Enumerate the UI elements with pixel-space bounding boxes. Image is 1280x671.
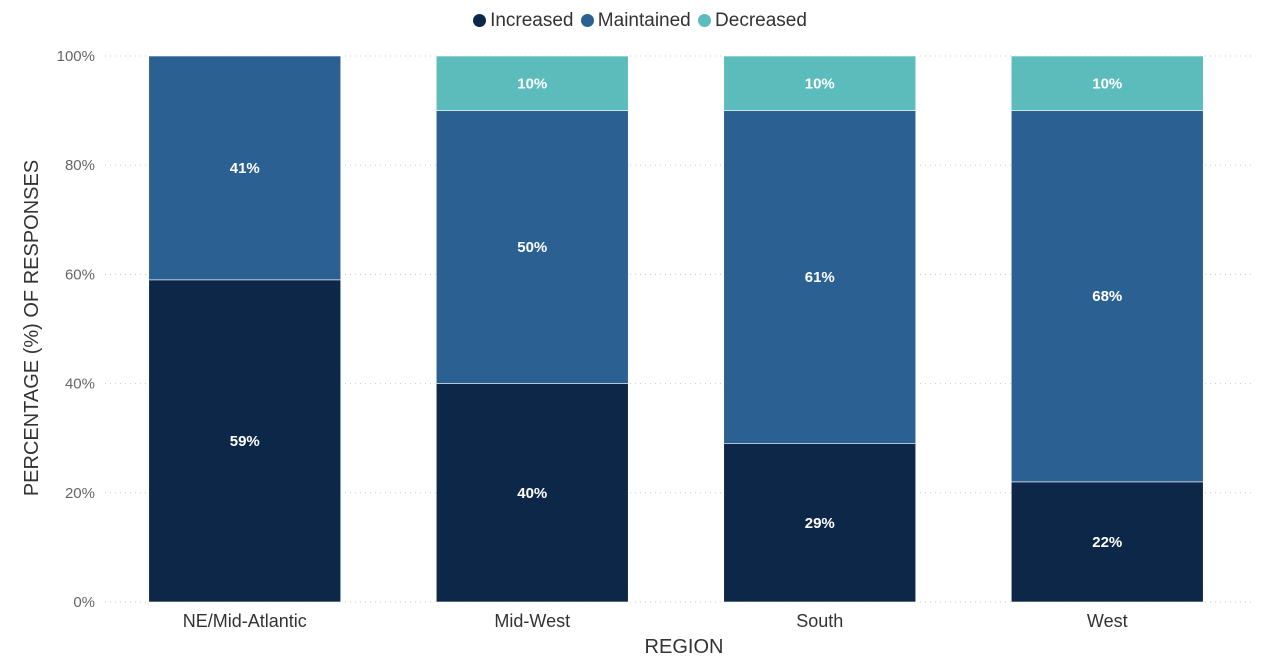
legend-dot-icon — [473, 14, 487, 27]
y-tick-label: 80% — [65, 157, 95, 174]
legend-item-maintained[interactable]: Maintained — [580, 10, 691, 32]
legend: Increased Maintained Decreased — [0, 10, 1280, 32]
y-tick-label: 100% — [57, 48, 95, 65]
x-axis-categories: NE/Mid-Atlantic Mid-West South West — [183, 611, 1128, 631]
bar-segment-decreased[interactable] — [1010, 55, 1204, 111]
legend-item-decreased[interactable]: Decreased — [698, 10, 807, 32]
data-label: 10% — [1092, 75, 1122, 92]
data-label: 10% — [805, 75, 835, 92]
data-label: 22% — [1092, 534, 1122, 551]
data-label: 40% — [517, 485, 547, 502]
x-axis-title: REGION — [645, 636, 724, 658]
legend-item-increased[interactable]: Increased — [473, 10, 574, 32]
bar-segment-maintained[interactable] — [723, 110, 917, 444]
legend-dot-icon — [580, 14, 594, 27]
y-axis-ticks: 0% 20% 40% 60% 80% 100% — [57, 48, 95, 611]
bar-segment-decreased[interactable] — [723, 55, 917, 111]
data-label: 59% — [230, 433, 260, 450]
legend-label: Maintained — [597, 10, 691, 31]
gridlines — [105, 55, 1255, 603]
data-label: 68% — [1092, 288, 1122, 305]
legend-label: Increased — [490, 10, 574, 31]
data-label: 50% — [517, 239, 547, 256]
bar-segment-increased[interactable] — [723, 443, 917, 603]
legend-dot-icon — [698, 14, 712, 27]
bar-segment-maintained[interactable] — [1010, 110, 1204, 483]
legend-label: Decreased — [715, 10, 807, 31]
x-category-label: NE/Mid-Atlantic — [183, 611, 307, 631]
x-category-label: Mid-West — [494, 611, 570, 631]
y-axis-title: PERCENTAGE (%) OF RESPONSES — [21, 160, 43, 496]
bar-segment-maintained[interactable] — [435, 110, 629, 384]
bar-segment-maintained[interactable] — [148, 55, 342, 281]
bar-segment-increased[interactable] — [148, 279, 342, 603]
bars: 59% 41% 40% 50% 10% 29% 61% 10% 22% 68% 10% — [148, 55, 1204, 603]
x-category-label: South — [796, 611, 843, 631]
bar-segment-decreased[interactable] — [435, 55, 629, 111]
y-tick-label: 0% — [73, 594, 95, 611]
data-label: 10% — [517, 75, 547, 92]
y-tick-label: 60% — [65, 266, 95, 283]
y-tick-label: 40% — [65, 376, 95, 393]
y-tick-label: 20% — [65, 485, 95, 502]
data-label: 61% — [805, 269, 835, 286]
x-category-label: West — [1087, 611, 1128, 631]
data-label: 29% — [805, 515, 835, 532]
data-label: 41% — [230, 160, 260, 177]
